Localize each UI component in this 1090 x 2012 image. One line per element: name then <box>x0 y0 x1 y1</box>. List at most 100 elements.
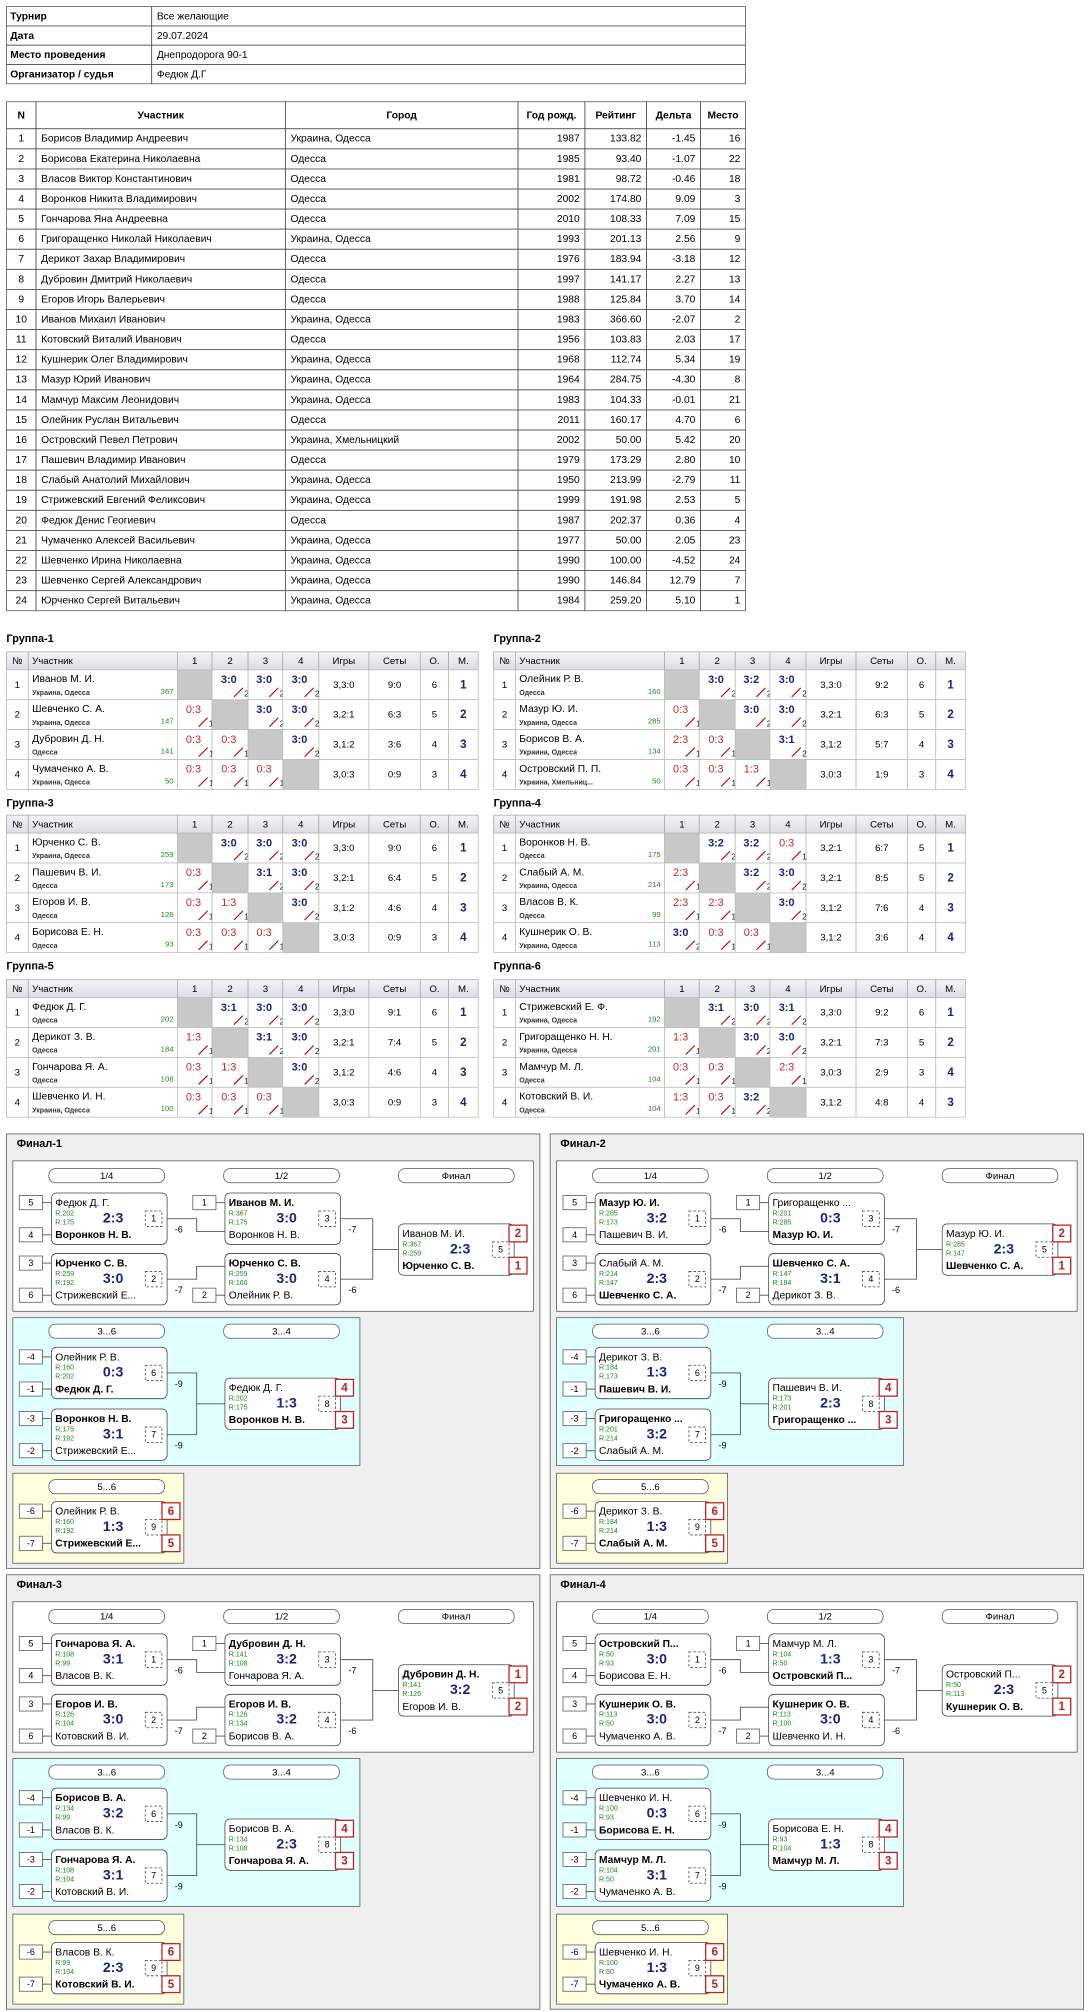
player-name: Власов В. К. <box>519 897 578 908</box>
place-label: 3 <box>341 1855 347 1867</box>
player-rating: 367 <box>161 687 174 696</box>
match-points: 2 <box>280 688 285 698</box>
player-cell: Украина, Одесса <box>290 495 371 506</box>
cell <box>448 669 479 701</box>
seed-label: -6 <box>571 1506 579 1516</box>
match-player: Олейник Р. В. <box>55 1507 119 1518</box>
match-player: Борисова Е. Н. <box>599 1671 671 1682</box>
player-cell: 2002 <box>557 435 580 446</box>
group-header: М. <box>458 656 469 667</box>
result-cell <box>769 892 807 924</box>
player-cell: 20 <box>15 515 27 526</box>
loser-destination: -7 <box>719 1285 727 1295</box>
match-points: 2 <box>767 1106 772 1116</box>
round-pill <box>48 1479 165 1495</box>
match-score: 2:3 <box>103 1959 124 1975</box>
group-header: Игры <box>332 819 355 830</box>
group-header: 2 <box>715 656 720 667</box>
player-cell: 13 <box>729 274 741 285</box>
loser-destination: -9 <box>719 1441 727 1451</box>
match-score: 3:0 <box>256 674 272 686</box>
match-player: Дубровин Д. Н. <box>229 1638 306 1650</box>
match-points: 2 <box>731 688 736 698</box>
column-header: Участник <box>137 111 184 122</box>
bracket-connector <box>340 1659 399 1721</box>
place-label: 2 <box>515 1701 521 1713</box>
match-player: Дерикот З. В. <box>773 1291 836 1302</box>
player-cell: 5 <box>18 214 24 225</box>
result-cell <box>734 759 771 790</box>
match-points: 2 <box>802 1016 807 1026</box>
match-number: 9 <box>151 1522 156 1532</box>
seed-label: 5 <box>572 1639 577 1649</box>
player-cell: 7.09 <box>675 214 695 225</box>
match-rating: R:134 <box>229 1721 248 1728</box>
match-box <box>768 1377 885 1430</box>
group-games: 3,1:2 <box>820 933 841 944</box>
group-header: 4 <box>298 819 304 830</box>
score-slash <box>685 940 696 951</box>
seed-label: 4 <box>28 1671 33 1681</box>
player-cell: 1956 <box>557 335 580 346</box>
player-cell: 1968 <box>557 355 580 366</box>
player-cell: 20 <box>729 435 741 446</box>
player-cell: Украина, Одесса <box>290 555 371 566</box>
player-cell: 2.03 <box>675 335 695 346</box>
match-points: 2 <box>315 748 320 758</box>
seed-label: -1 <box>571 1384 579 1394</box>
player-cell: 5 <box>735 495 741 506</box>
player-city: Одесса <box>32 883 58 890</box>
seed-label: 5 <box>28 1198 33 1208</box>
result-cell <box>698 892 736 924</box>
seed-box <box>562 1287 587 1303</box>
group-sets: 9:0 <box>388 843 401 854</box>
seed-box <box>562 1381 587 1397</box>
player-cell: 16 <box>15 435 27 446</box>
score-slash <box>304 717 315 728</box>
score-slash <box>685 1104 696 1115</box>
group-place: 1 <box>460 679 467 691</box>
seed-box <box>18 1696 43 1712</box>
place-box <box>161 1975 181 1994</box>
player-name: Олейник Р. В. <box>519 674 583 685</box>
score-slash <box>233 1104 244 1115</box>
match-rating: R:108 <box>55 1867 74 1874</box>
seed-label: 4 <box>28 1230 33 1240</box>
loser-destination: -6 <box>175 1225 183 1235</box>
match-number: 8 <box>325 1840 330 1850</box>
group-header: 1 <box>192 984 197 995</box>
match-score: 3:2 <box>743 837 759 849</box>
result-cell <box>664 759 700 790</box>
player-cell: Украина, Одесса <box>290 395 371 406</box>
row-number: 2 <box>15 710 20 721</box>
player-name: Стрижевский Е. Ф. <box>519 1002 608 1013</box>
round-pill <box>223 1168 340 1184</box>
match-rating: R:175 <box>229 1219 248 1226</box>
match-box <box>594 1253 712 1306</box>
match-number: 7 <box>151 1871 156 1881</box>
player-city: Украина, Одесса <box>32 690 90 697</box>
round-label: 1/2 <box>819 1171 832 1182</box>
match-number: 1 <box>151 1655 156 1665</box>
place-label: 4 <box>885 1382 892 1394</box>
player-name: Котовский В. И. <box>519 1092 593 1103</box>
match-number: 4 <box>325 1274 330 1284</box>
player-cell: 1976 <box>557 254 580 265</box>
group-points: 5 <box>432 710 437 721</box>
match-number-box <box>688 1960 707 1977</box>
player-cell: 3 <box>18 174 24 185</box>
group-points: 4 <box>919 903 925 914</box>
player-cell: Стрижевский Евгений Феликсович <box>41 495 205 506</box>
match-box <box>51 1346 168 1400</box>
seed-label: 1 <box>202 1639 207 1649</box>
diagonal-cell <box>698 699 736 731</box>
match-rating: R:192 <box>55 1280 74 1287</box>
player-cell: 201.13 <box>610 234 642 245</box>
group-header: 3 <box>263 656 268 667</box>
group-header: 1 <box>679 984 684 995</box>
group-place: 4 <box>947 769 954 781</box>
seed-label: -2 <box>571 1446 579 1456</box>
cell <box>907 1057 937 1088</box>
match-player: Мазур Ю. И. <box>599 1198 660 1209</box>
player-rating: 147 <box>161 717 174 726</box>
